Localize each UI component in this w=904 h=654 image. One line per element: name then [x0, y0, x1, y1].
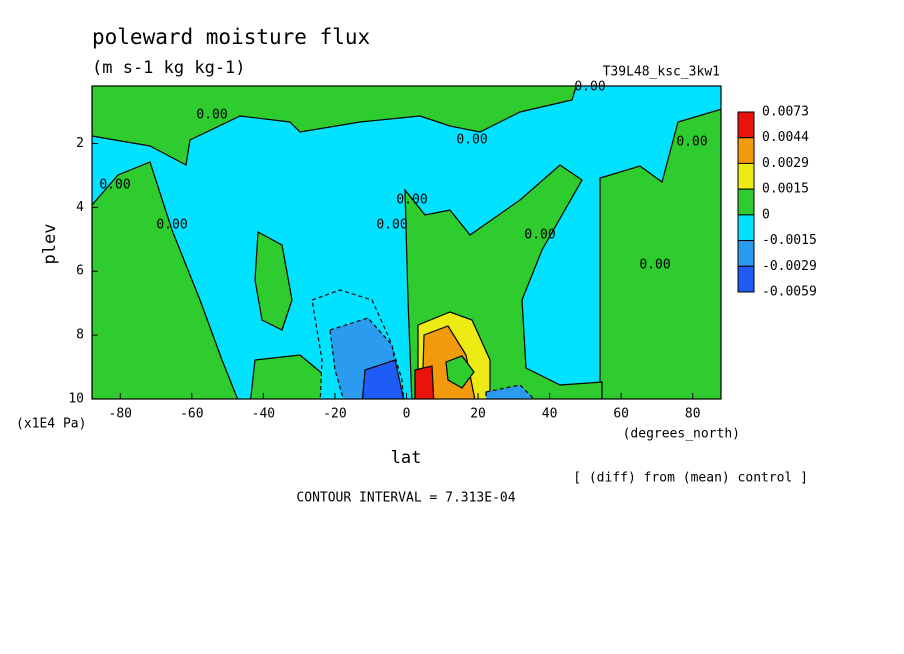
contour-label: 0.00 [99, 178, 130, 193]
y-tick-label: 8 [76, 328, 84, 343]
colorbar-label: 0 [762, 207, 770, 222]
x-tick-label: 80 [685, 407, 701, 422]
y-tick-label: 4 [76, 200, 84, 215]
contour-label: 0.00 [156, 218, 187, 233]
contour-region [92, 161, 239, 399]
contour-label: 0.00 [676, 135, 707, 150]
contour-label: 0.00 [196, 108, 227, 123]
colorbar-swatch [737, 240, 755, 267]
y-tick-label: 6 [76, 264, 84, 279]
colorbar-label: 0.0029 [762, 156, 809, 171]
chart-subtitle: (m s-1 kg kg-1) [92, 58, 246, 78]
colorbar-swatch [737, 265, 755, 293]
contour-region [485, 384, 535, 399]
x-tick-label: 40 [542, 407, 558, 422]
x-tick-label: -60 [180, 407, 203, 422]
fields [92, 86, 721, 399]
colorbar-swatch [737, 214, 755, 242]
contour-region [361, 359, 405, 399]
x-tick-label: -80 [109, 407, 132, 422]
note: [ (diff) from (mean) control ] [573, 471, 808, 486]
contour-label: 0.00 [574, 80, 605, 95]
contour-interval: CONTOUR INTERVAL = 7.313E-04 [296, 491, 515, 506]
colorbar-swatch [737, 162, 755, 190]
x-units: (degrees_north) [623, 427, 740, 442]
contour-region [414, 365, 435, 399]
x-axis-label: lat [391, 448, 422, 468]
y-tick-label: 10 [68, 392, 84, 407]
colorbar-label: 0.0073 [762, 105, 809, 120]
colorbar-swatch [737, 111, 755, 139]
plot-area: 0.00 0.00 0.00 0.00 0.00 0.00 0.00 0.00 0.00 0.00 [91, 80, 722, 400]
y-tick-label: 2 [76, 136, 84, 151]
run-label: T39L48_ksc_3kw1 [603, 65, 720, 80]
x-tick-label: -40 [252, 407, 275, 422]
contour-label: 0.00 [639, 258, 670, 273]
x-tick-label: 20 [470, 407, 486, 422]
colorbar-label: -0.0059 [762, 285, 817, 300]
contour-label: 0.00 [456, 133, 487, 148]
x-tick-label: 0 [403, 407, 411, 422]
colorbar-label: -0.0015 [762, 233, 817, 248]
chart-title: poleward moisture flux [92, 25, 370, 49]
contour-region [445, 355, 475, 389]
colorbar-swatch [737, 188, 755, 216]
contour-region [254, 231, 293, 331]
contour-label: 0.00 [524, 228, 555, 243]
contour-label: 0.00 [396, 193, 427, 208]
colorbar-label: 0.0015 [762, 182, 809, 197]
contour-region [599, 108, 721, 399]
colorbar-swatch [737, 137, 755, 164]
contour-label: 0.00 [376, 218, 407, 233]
colorbar-label: -0.0029 [762, 259, 817, 274]
x-tick-label: -20 [323, 407, 346, 422]
colorbar-label: 0.0044 [762, 130, 809, 145]
contour-region [92, 86, 577, 166]
x-tick-label: 60 [613, 407, 629, 422]
y-axis-label: plev [40, 224, 60, 265]
y-units: (x1E4 Pa) [16, 417, 86, 432]
